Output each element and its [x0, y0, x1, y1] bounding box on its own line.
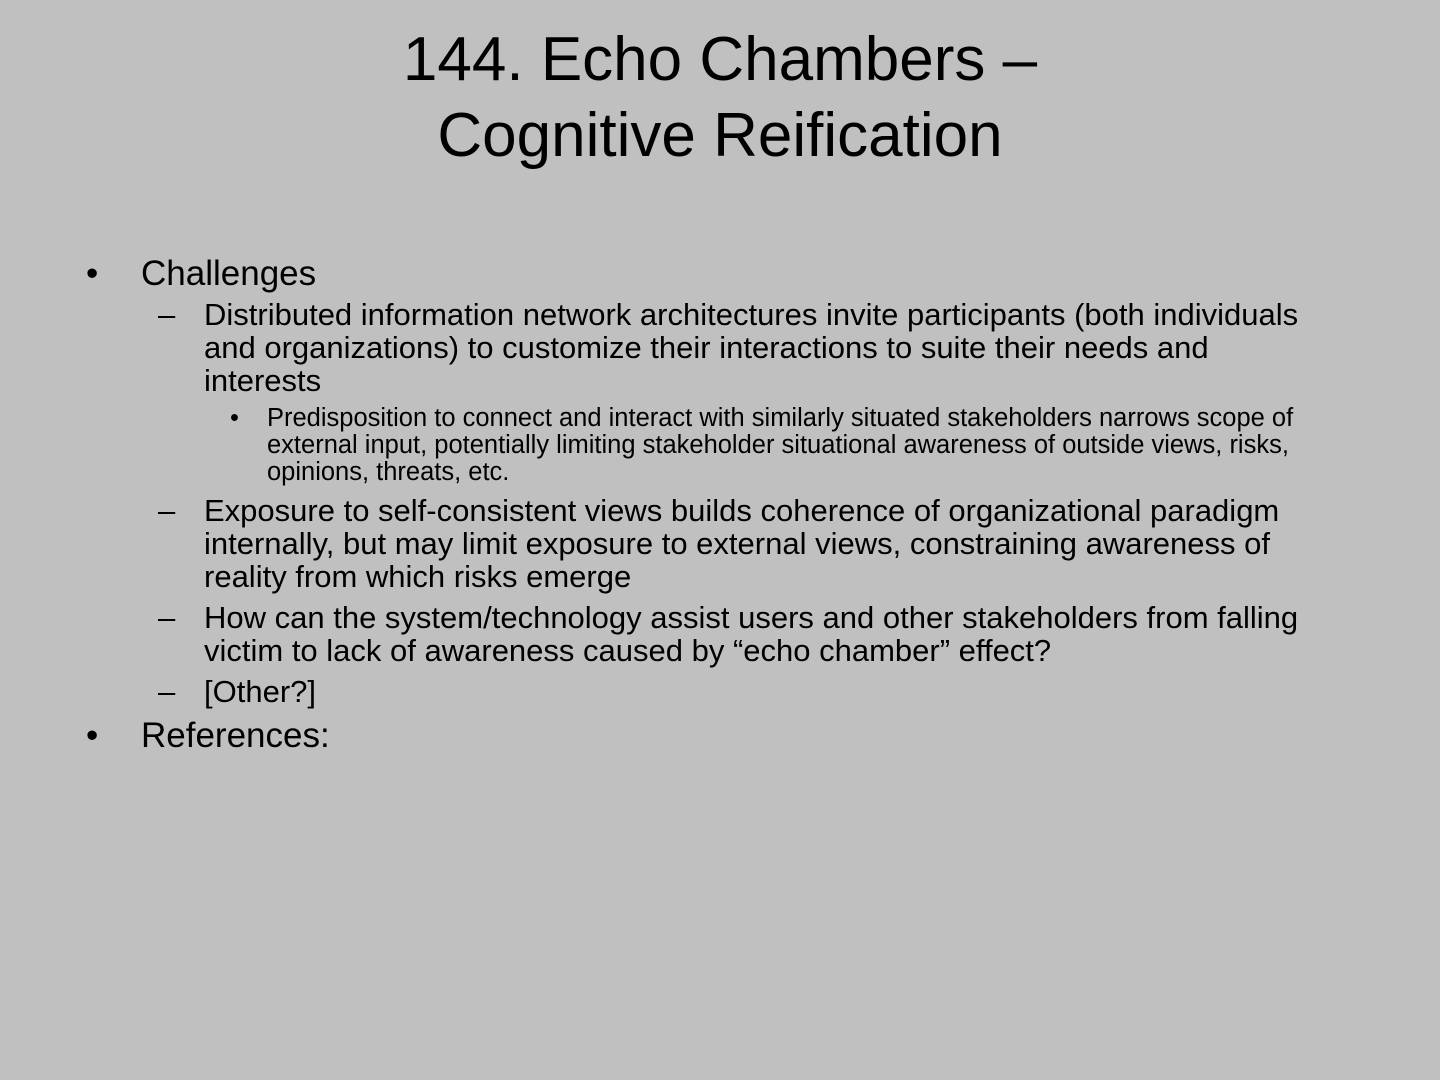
bullet-dash: –	[158, 674, 176, 709]
challenge-item-3: – How can the system/technology assist u…	[0, 601, 1334, 667]
slide-title: 144. Echo Chambers – Cognitive Reificati…	[0, 22, 1440, 174]
challenge-item-4: – [Other?]	[0, 675, 1334, 708]
challenge-item-1-sub-text: Predisposition to connect and interact w…	[267, 404, 1294, 486]
challenges-label: Challenges	[141, 254, 317, 293]
bullet-dot: •	[86, 254, 99, 293]
title-line-2: Cognitive Reification	[437, 101, 1003, 170]
bullet-dash: –	[158, 493, 176, 528]
references-label: References:	[141, 716, 330, 755]
bullet-dash: –	[158, 600, 176, 635]
bullet-dot: •	[86, 716, 99, 755]
title-line-1: 144. Echo Chambers –	[402, 25, 1038, 94]
challenge-item-2-text: Exposure to self-consistent views builds…	[204, 493, 1280, 594]
slide-body: • Challenges – Distributed information n…	[0, 254, 1440, 760]
challenge-item-3-text: How can the system/technology assist use…	[204, 600, 1299, 668]
challenge-item-4-text: [Other?]	[204, 674, 316, 709]
bullet-challenges: • Challenges	[0, 254, 1440, 294]
bullet-dot: •	[230, 404, 239, 432]
challenge-item-1-text: Distributed information network architec…	[204, 297, 1299, 398]
bullet-dash: –	[158, 297, 176, 332]
challenge-item-2: – Exposure to self-consistent views buil…	[0, 494, 1334, 593]
bullet-references: • References:	[0, 716, 1440, 756]
challenge-item-1: – Distributed information network archit…	[0, 298, 1334, 397]
challenge-item-1-sub: • Predisposition to connect and interact…	[0, 405, 1367, 486]
